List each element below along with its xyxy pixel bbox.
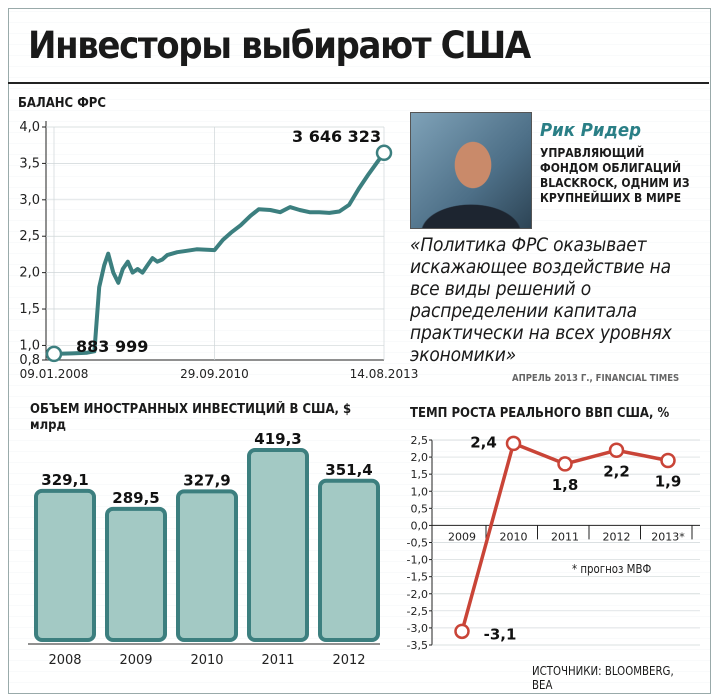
- fed-end-label: 3 646 323: [292, 127, 381, 146]
- fed-y-tick-label: 3,0: [19, 193, 40, 208]
- gdp-x-label: 2012: [603, 530, 631, 543]
- investment-x-label: 2008: [48, 653, 81, 668]
- gdp-point: [557, 456, 573, 472]
- investment-bar-label: 329,1: [41, 471, 88, 489]
- person-photo: [410, 112, 532, 229]
- fed-balance-title: БАЛАНС ФРС: [18, 96, 106, 111]
- quote-source: АПРЕЛЬ 2013 Г., FINANCIAL TIMES: [512, 373, 680, 384]
- gdp-point-label: 2,2: [603, 462, 630, 480]
- fed-x-tick-label: 09.01.2008: [20, 367, 89, 381]
- fed-end-point: [375, 144, 393, 162]
- fed-y-tick-label: 0,8: [19, 353, 40, 368]
- sources-credit: ИСТОЧНИКИ: BLOOMBERG, BEA: [532, 664, 674, 692]
- investment-bar: [34, 488, 96, 643]
- fed-start-label: 883 999: [76, 337, 148, 356]
- investment-bar: [247, 448, 309, 642]
- person-role: УПРАВЛЯЮЩИЙ ФОНДОМ ОБЛИГАЦИЙ BLACKROCK, …: [540, 146, 690, 205]
- fed-y-tick-label: 1,0: [19, 338, 40, 353]
- gdp-y-tick-label: -3,0: [407, 622, 428, 635]
- title-divider: [8, 82, 709, 84]
- gdp-y-tick-label: -1,5: [407, 571, 428, 584]
- gdp-point-label: 1,9: [655, 473, 682, 491]
- investment-bar: [105, 506, 167, 642]
- gdp-point-label: 2,4: [470, 433, 497, 451]
- gdp-point: [608, 442, 625, 458]
- fed-y-tick-label: 1,5: [19, 302, 40, 317]
- investment-bar-label: 289,5: [112, 489, 159, 507]
- fed-y-tick-label: 4,0: [19, 120, 40, 135]
- gdp-y-tick-label: -1,0: [407, 554, 428, 567]
- investment-x-label: 2009: [119, 653, 152, 668]
- page-title: Инвесторы выбирают США: [28, 24, 531, 67]
- forecast-note: * прогноз МВФ: [572, 562, 652, 576]
- gdp-y-tick-label: -0,5: [407, 537, 428, 550]
- person-name: Рик Ридер: [540, 120, 641, 141]
- investment-bar: [176, 489, 238, 643]
- investment-x-label: 2010: [190, 653, 223, 668]
- gdp-x-label: 2013*: [651, 530, 685, 543]
- investment-bar-label: 327,9: [183, 471, 230, 489]
- gdp-point: [505, 435, 522, 452]
- gdp-chart-title: ТЕМП РОСТА РЕАЛЬНОГО ВВП США, %: [410, 406, 670, 421]
- gdp-y-tick-label: 1,0: [411, 485, 429, 498]
- gdp-y-tick-label: 2,0: [411, 451, 429, 464]
- gdp-y-tick-label: -2,0: [407, 588, 428, 601]
- gdp-point: [660, 452, 676, 469]
- investment-chart-title: ОБЪЕМ ИНОСТРАННЫХ ИНВЕСТИЦИЙ В США, $ мл…: [30, 402, 352, 433]
- gdp-x-label: 2010: [500, 530, 528, 543]
- gdp-x-label: 2011: [551, 530, 579, 543]
- gdp-y-tick-label: 2,5: [411, 434, 429, 447]
- investment-bar-label: 419,3: [254, 430, 301, 448]
- fed-y-tick-label: 3,5: [19, 156, 40, 171]
- gdp-point-label: -3,1: [484, 625, 517, 643]
- investment-x-label: 2011: [261, 653, 294, 668]
- investment-bar-label: 351,4: [325, 461, 372, 479]
- fed-balance-line: [53, 151, 386, 356]
- fed-y-tick-label: 2,5: [19, 229, 40, 244]
- fed-y-tick-label: 2,0: [19, 266, 40, 281]
- gdp-point-label: 1,8: [552, 476, 579, 494]
- investment-x-label: 2012: [332, 653, 365, 668]
- gdp-point: [454, 623, 470, 640]
- fed-x-tick-label: 14.08.2013: [350, 367, 419, 381]
- gdp-y-tick-label: -2,5: [407, 605, 428, 618]
- fed-x-tick-label: 29.09.2010: [180, 367, 249, 381]
- investment-bar: [318, 478, 380, 642]
- gdp-y-tick-label: 0,5: [411, 502, 429, 515]
- gdp-y-tick-label: 1,5: [411, 468, 429, 481]
- gdp-x-label: 2009: [448, 530, 476, 543]
- fed-start-point: [45, 345, 63, 363]
- person-quote: «Политика ФРС оказывает искажающее возде…: [410, 234, 672, 366]
- gdp-y-tick-label: -3,5: [407, 639, 428, 652]
- gdp-y-tick-label: 0,0: [411, 519, 429, 532]
